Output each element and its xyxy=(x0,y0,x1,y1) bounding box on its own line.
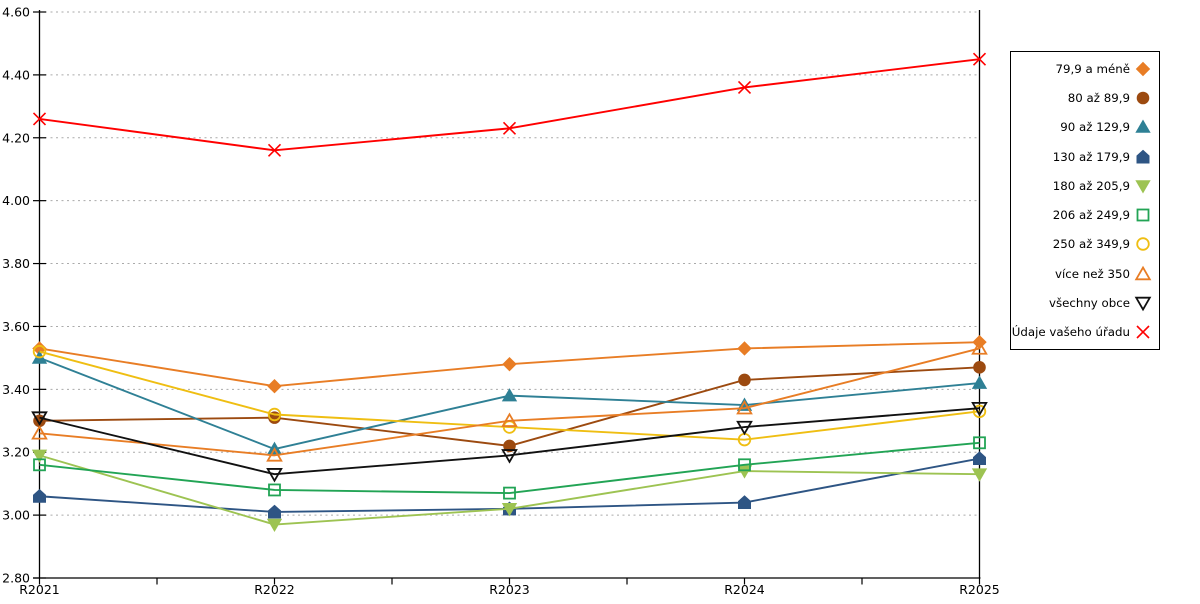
y-tick-label: 3.80 xyxy=(2,256,30,271)
legend-label: více než 350 xyxy=(1055,266,1130,281)
y-tick-label: 3.20 xyxy=(2,445,30,460)
legend-item: více než 350 xyxy=(1015,265,1152,283)
legend: 79,9 a méně 80 až 89,9 90 až 129,9 130 a… xyxy=(1010,51,1160,350)
legend-label: 79,9 a méně xyxy=(1055,61,1130,76)
y-tick-label: 3.00 xyxy=(2,508,30,523)
legend-label: 80 až 89,9 xyxy=(1067,90,1130,105)
legend-item: 90 až 129,9 xyxy=(1015,118,1152,136)
y-tick-label: 4.00 xyxy=(2,193,30,208)
x-tick-label: R2023 xyxy=(489,582,530,597)
series-206-a-249-9 xyxy=(33,436,986,500)
legend-label: 206 až 249,9 xyxy=(1052,208,1130,223)
circle-icon xyxy=(1136,91,1150,105)
y-tick-label: 3.60 xyxy=(2,319,30,334)
x-tick-label: R2025 xyxy=(959,582,1000,597)
series--daje-va-eho-adu xyxy=(32,52,987,157)
x-tick-label: R2022 xyxy=(254,582,295,597)
series-79-9-a-m-n- xyxy=(32,334,987,394)
triangle-up-open-icon xyxy=(1134,265,1152,280)
y-tick-label: 4.40 xyxy=(2,67,30,82)
y-tick-label: 4.20 xyxy=(2,130,30,145)
series-80-a-89-9 xyxy=(33,361,986,453)
legend-label: 90 až 129,9 xyxy=(1060,120,1130,135)
x-icon xyxy=(1136,325,1150,339)
legend-item: Údaje vašeho úřadu xyxy=(1011,323,1152,341)
y-tick-label: 3.40 xyxy=(2,382,30,397)
legend-label: všechny obce xyxy=(1048,296,1130,311)
circle-open-icon xyxy=(1136,237,1150,252)
legend-label: 180 až 205,9 xyxy=(1052,178,1130,193)
diamond-icon xyxy=(1135,61,1151,76)
legend-item: 206 až 249,9 xyxy=(1015,206,1152,224)
legend-label: 250 až 349,9 xyxy=(1052,237,1130,252)
x-tick-label: R2024 xyxy=(724,582,765,597)
legend-item: 79,9 a méně xyxy=(1015,60,1152,78)
series-180-a-205-9 xyxy=(31,449,988,533)
triangle-up-icon xyxy=(1135,119,1151,134)
legend-item: 130 až 179,9 xyxy=(1015,148,1152,166)
legend-item: všechny obce xyxy=(1015,294,1152,312)
y-tick-label: 4.60 xyxy=(2,5,30,20)
axes: 2.80 3.00 3.20 3.40 3.60 3.80 4.00 4.20 4.40 4.60… xyxy=(2,5,1000,598)
x-tick-label: R2021 xyxy=(19,582,60,597)
legend-item: 250 až 349,9 xyxy=(1015,235,1152,253)
pentagon-icon xyxy=(1136,149,1150,164)
series-v-echny-obce xyxy=(31,402,988,483)
y-tick-label: 2.80 xyxy=(2,571,30,586)
legend-label: Údaje vašeho úřadu xyxy=(1011,325,1130,340)
triangle-down-open-icon xyxy=(1134,296,1152,312)
legend-label: 130 až 179,9 xyxy=(1052,149,1130,164)
triangle-down-icon xyxy=(1135,180,1151,194)
legend-item: 180 až 205,9 xyxy=(1015,177,1152,195)
legend-item: 80 až 89,9 xyxy=(1015,89,1152,107)
series-v-ce-ne-350 xyxy=(31,340,988,462)
square-open-icon xyxy=(1136,208,1150,222)
